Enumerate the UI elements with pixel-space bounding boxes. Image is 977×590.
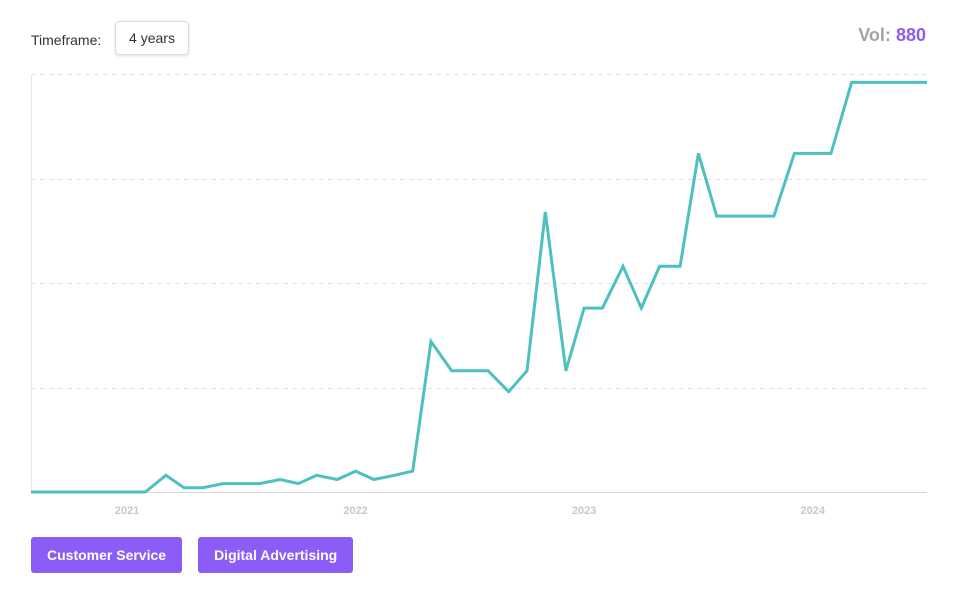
timeframe-label: Timeframe: xyxy=(31,32,102,48)
x-tick-label: 2023 xyxy=(572,505,596,517)
volume-readout: Vol: 880 xyxy=(858,25,926,46)
trend-series-line xyxy=(31,80,927,494)
timeframe-dropdown[interactable]: 4 years xyxy=(115,21,189,55)
tag-digital-advertising[interactable]: Digital Advertising xyxy=(198,537,354,573)
trend-line-chart: 2021 2022 2023 2024 xyxy=(31,74,927,517)
tag-list: Customer Service Digital Advertising xyxy=(31,537,354,573)
tag-customer-service[interactable]: Customer Service xyxy=(31,537,183,573)
x-tick-label: 2021 xyxy=(115,505,139,517)
volume-label: Vol: xyxy=(858,25,891,45)
chart-header: Timeframe: 4 years Vol: 880 xyxy=(31,21,926,57)
x-tick-label: 2024 xyxy=(800,505,825,517)
x-tick-label: 2022 xyxy=(343,505,367,517)
volume-value: 880 xyxy=(895,25,926,45)
